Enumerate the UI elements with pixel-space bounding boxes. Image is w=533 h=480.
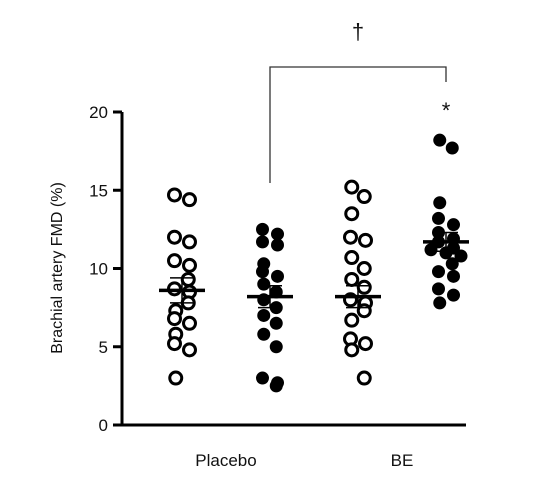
data-point (356, 370, 372, 386)
data-point (168, 370, 184, 386)
data-points (167, 133, 468, 393)
data-point (167, 187, 182, 203)
data-point (167, 311, 182, 327)
data-point (269, 340, 283, 354)
data-point (344, 206, 360, 222)
data-point (344, 179, 360, 195)
data-point (356, 261, 372, 276)
y-axis-title: Brachial artery FMD (%) (49, 182, 66, 354)
data-point (454, 249, 468, 263)
significance-star: * (442, 98, 451, 123)
data-point (344, 342, 360, 358)
data-point (344, 312, 360, 328)
data-point (167, 336, 182, 352)
data-point (167, 229, 182, 245)
y-tick-label: 10 (89, 260, 108, 279)
data-point (256, 371, 269, 385)
data-point (445, 257, 459, 271)
data-point (432, 282, 445, 296)
data-point (271, 269, 284, 283)
data-point (257, 277, 271, 291)
data-point (180, 271, 196, 287)
data-point (256, 235, 269, 249)
significance-bracket (269, 66, 447, 183)
data-point (358, 336, 373, 352)
data-point (356, 279, 372, 295)
y-tick-label: 0 (99, 416, 108, 435)
x-category-labels: Placebo BE (195, 451, 413, 470)
data-point (447, 218, 460, 232)
data-point (447, 288, 460, 302)
data-point (167, 253, 182, 269)
data-point (356, 303, 372, 319)
data-point (182, 192, 197, 208)
data-point (256, 265, 269, 279)
data-point (433, 133, 447, 147)
x-category-label: Placebo (195, 451, 256, 470)
mean-sem-bars (159, 231, 469, 309)
y-tick-label: 20 (89, 103, 108, 122)
data-point (271, 238, 284, 252)
data-point (182, 234, 197, 250)
data-point (269, 379, 283, 393)
data-point (344, 271, 360, 287)
data-point (424, 243, 438, 257)
dagger-symbol: † (352, 19, 364, 44)
data-point (358, 232, 373, 248)
data-point (433, 296, 447, 310)
data-point (271, 227, 284, 241)
data-point (257, 308, 271, 322)
data-point (269, 316, 283, 330)
data-point (182, 315, 197, 331)
data-point (182, 342, 197, 358)
data-point (433, 196, 447, 210)
y-ticks: 0 5 10 15 20 (89, 103, 122, 435)
annotations: †* (269, 19, 451, 183)
data-point (356, 189, 372, 205)
data-point (445, 141, 459, 155)
data-point (256, 222, 269, 236)
data-point (182, 257, 197, 273)
data-point (432, 265, 445, 279)
data-point (344, 250, 360, 266)
x-category-label: BE (391, 451, 414, 470)
data-point (447, 269, 460, 283)
data-point (343, 229, 358, 245)
data-point (432, 211, 445, 225)
data-point (257, 327, 271, 341)
y-tick-label: 5 (99, 338, 108, 357)
y-tick-label: 15 (89, 181, 108, 200)
